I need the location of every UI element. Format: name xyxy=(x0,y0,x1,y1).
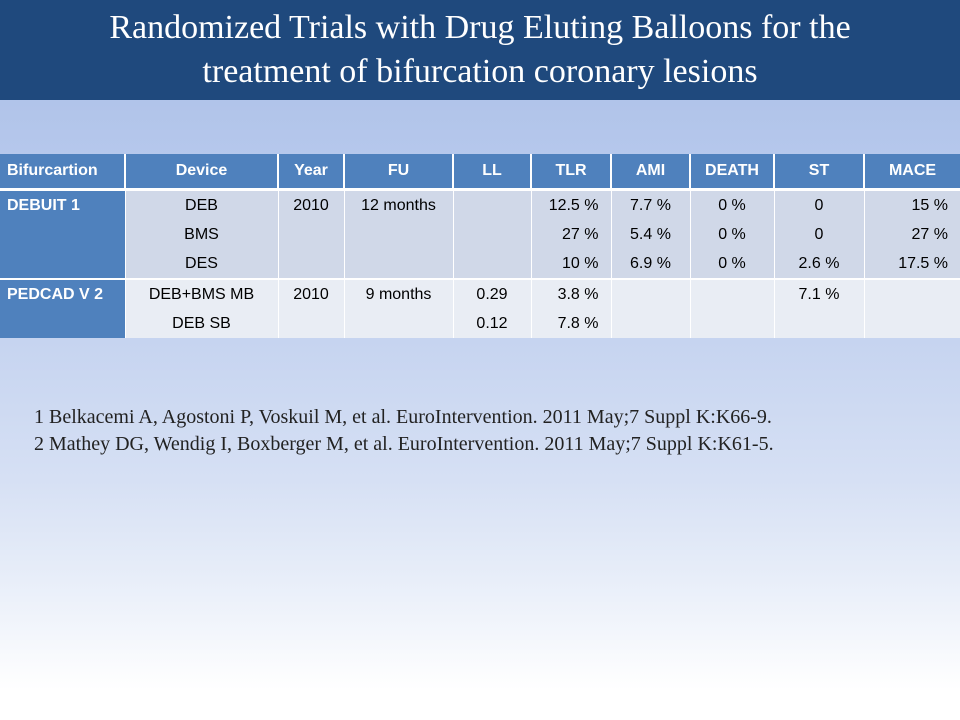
device-value: DEB SB xyxy=(172,315,231,332)
tlr-value: 12.5 % xyxy=(548,197,599,214)
header-death: DEATH xyxy=(690,154,775,191)
study-name: DEBUIT 1 xyxy=(7,197,80,214)
ll-cell: 0.29 0.12 xyxy=(453,279,532,338)
ll-cell xyxy=(453,189,532,280)
st-value: 0 xyxy=(814,197,824,214)
death-cell: 0 % 0 % 0 % xyxy=(690,189,775,280)
tlr-value: 10 % xyxy=(562,255,599,272)
header-fu: FU xyxy=(344,154,454,191)
ami-value xyxy=(612,309,690,338)
death-value: 0 % xyxy=(718,255,746,272)
ll-value: 0.12 xyxy=(476,315,508,332)
table-row-pedcad-v2: PEDCAD V 2 DEB+BMS MB DEB SB 2010 9 mont… xyxy=(0,279,960,338)
year-value: 2010 xyxy=(293,197,329,214)
mace-value: 27 % xyxy=(911,226,948,243)
fu-value: 9 months xyxy=(365,286,432,303)
ll-value xyxy=(454,191,531,220)
mace-value: 17.5 % xyxy=(898,255,948,272)
tlr-value: 27 % xyxy=(562,226,599,243)
st-value: 0 xyxy=(814,226,824,243)
device-cell: DEB BMS DES xyxy=(125,189,279,280)
mace-value xyxy=(865,280,960,309)
table-row-debuit-1: DEBUIT 1 DEB BMS DES 2010 12 months 12.5… xyxy=(0,189,960,280)
mace-cell: 15 % 27 % 17.5 % xyxy=(864,189,960,280)
study-cell: DEBUIT 1 xyxy=(0,189,126,280)
device-value: DEB xyxy=(185,197,218,214)
year-cell: 2010 xyxy=(278,279,345,338)
mace-value xyxy=(865,309,960,338)
ami-value: 6.9 % xyxy=(630,255,671,272)
header-st: ST xyxy=(774,154,865,191)
tlr-value: 7.8 % xyxy=(557,315,599,332)
mace-cell xyxy=(864,279,960,338)
fu-value: 12 months xyxy=(361,197,436,214)
death-value xyxy=(691,309,774,338)
reference-1: 1 Belkacemi A, Agostoni P, Voskuil M, et… xyxy=(34,406,772,428)
year-value: 2010 xyxy=(293,286,329,303)
ll-value: 0.29 xyxy=(476,286,508,303)
death-value xyxy=(691,280,774,309)
header-year: Year xyxy=(278,154,345,191)
st-value xyxy=(775,309,864,338)
device-value: BMS xyxy=(184,226,219,243)
slide-title-bar: Randomized Trials with Drug Eluting Ball… xyxy=(0,0,960,100)
header-ami: AMI xyxy=(611,154,691,191)
references: 1 Belkacemi A, Agostoni P, Voskuil M, et… xyxy=(34,404,774,458)
device-value: DEB+BMS MB xyxy=(148,286,255,303)
header-mace: MACE xyxy=(864,154,960,191)
reference-2: 2 Mathey DG, Wendig I, Boxberger M, et a… xyxy=(34,433,774,455)
st-cell: 7.1 % xyxy=(774,279,865,338)
ami-value: 5.4 % xyxy=(630,226,671,243)
year-cell: 2010 xyxy=(278,189,345,280)
fu-cell: 9 months xyxy=(344,279,454,338)
ll-value xyxy=(454,249,531,278)
study-name: PEDCAD V 2 xyxy=(7,286,104,303)
death-value: 0 % xyxy=(718,197,746,214)
ami-value: 7.7 % xyxy=(630,197,671,214)
tlr-cell: 12.5 % 27 % 10 % xyxy=(531,189,612,280)
ami-cell xyxy=(611,279,691,338)
device-value: DES xyxy=(185,255,218,272)
mace-value: 15 % xyxy=(911,197,948,214)
fu-cell: 12 months xyxy=(344,189,454,280)
death-cell xyxy=(690,279,775,338)
ll-value xyxy=(454,220,531,249)
ami-cell: 7.7 % 5.4 % 6.9 % xyxy=(611,189,691,280)
study-cell: PEDCAD V 2 xyxy=(0,279,126,338)
slide-title-line-2: treatment of bifurcation coronary lesion… xyxy=(202,53,758,90)
trials-table: Bifurcartion Device Year FU LL TLR AMI D… xyxy=(0,154,960,338)
st-cell: 0 0 2.6 % xyxy=(774,189,865,280)
ami-value xyxy=(612,280,690,309)
header-device: Device xyxy=(125,154,279,191)
device-cell: DEB+BMS MB DEB SB xyxy=(125,279,279,338)
header-tlr: TLR xyxy=(531,154,612,191)
slide-title-line-1: Randomized Trials with Drug Eluting Ball… xyxy=(109,9,851,46)
death-value: 0 % xyxy=(718,226,746,243)
st-value: 2.6 % xyxy=(798,255,840,272)
header-bifurcation: Bifurcartion xyxy=(0,154,126,191)
st-value: 7.1 % xyxy=(798,286,840,303)
tlr-value: 3.8 % xyxy=(557,286,599,303)
header-ll: LL xyxy=(453,154,532,191)
tlr-cell: 3.8 % 7.8 % xyxy=(531,279,612,338)
table-header-row: Bifurcartion Device Year FU LL TLR AMI D… xyxy=(0,154,960,191)
